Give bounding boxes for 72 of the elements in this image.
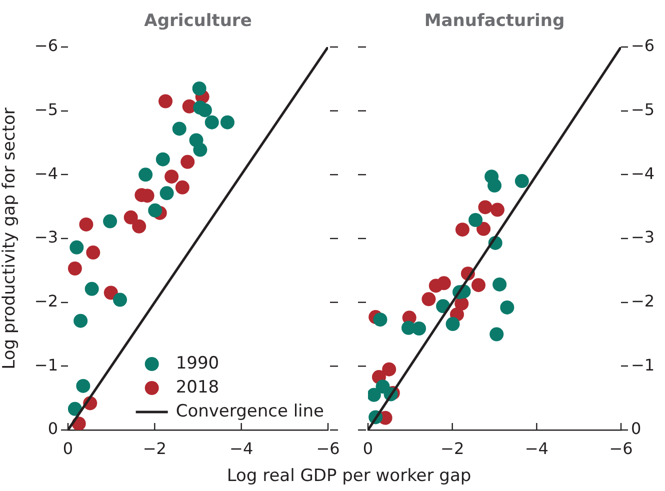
point [368,388,381,402]
chart-title: Agriculture [144,11,252,31]
point [412,322,426,336]
legend-label: 1990 [176,353,220,374]
point [172,122,186,136]
x-tick-label: −6 [609,438,633,458]
x-tick-label: 0 [62,438,74,458]
y-tick-label: −2 [34,291,58,310]
y-tick-label: −6 [34,36,58,56]
point [500,300,514,314]
x-tick-label: −4 [230,438,254,458]
point [492,277,507,292]
point [160,186,174,200]
y-tick-label: −3 [34,228,58,247]
point [175,180,190,194]
point [471,278,486,292]
x-tick-label: −2 [142,438,166,458]
y-tick-label: −5 [631,100,655,119]
point [84,282,99,296]
point [488,178,502,193]
point [180,154,195,169]
y-tick-label: 0 [631,419,642,438]
point [373,312,388,327]
point [193,142,208,157]
x-tick-label: −6 [316,438,340,458]
point [446,317,460,332]
y-tick-label: −4 [34,164,58,183]
point [164,170,179,184]
point [76,378,90,393]
legend-label: 2018 [176,377,220,398]
point [455,222,470,237]
x-tick-label: −4 [524,438,548,458]
point [490,327,504,342]
point [79,217,94,232]
y-tick-label: −5 [34,100,58,119]
point [148,203,162,218]
y-tick-label: −2 [631,291,655,310]
point [382,362,396,376]
point [422,292,436,306]
y-tick-label: −1 [631,355,655,374]
point [113,292,127,307]
legend-label: Convergence line [176,401,324,422]
y-tick-label: −4 [631,164,655,183]
point [70,240,84,254]
point [204,115,219,130]
y-axis-title: Log productivity gap for sector [0,108,20,370]
point [68,262,82,276]
point [192,81,206,96]
point [490,202,504,217]
point [132,219,146,234]
point [86,246,100,260]
x-tick-label: 0 [362,438,374,458]
y-tick-label: −6 [631,36,655,56]
point [478,200,492,214]
x-axis-title: Log real GDP per worker gap [226,466,472,486]
y-tick-label: 0 [48,419,58,438]
y-tick-label: −1 [34,355,58,374]
point [74,314,88,328]
point [476,222,491,236]
point [138,168,153,182]
x-tick-label: −2 [440,438,464,458]
point [468,212,483,227]
point [198,103,212,118]
chart-title: Manufacturing [424,11,565,31]
point [436,276,451,290]
point [124,210,138,224]
y-tick-label: −3 [631,228,655,247]
point [514,174,529,188]
point [156,152,170,166]
point [220,115,234,130]
point [103,214,118,228]
point [158,94,172,108]
